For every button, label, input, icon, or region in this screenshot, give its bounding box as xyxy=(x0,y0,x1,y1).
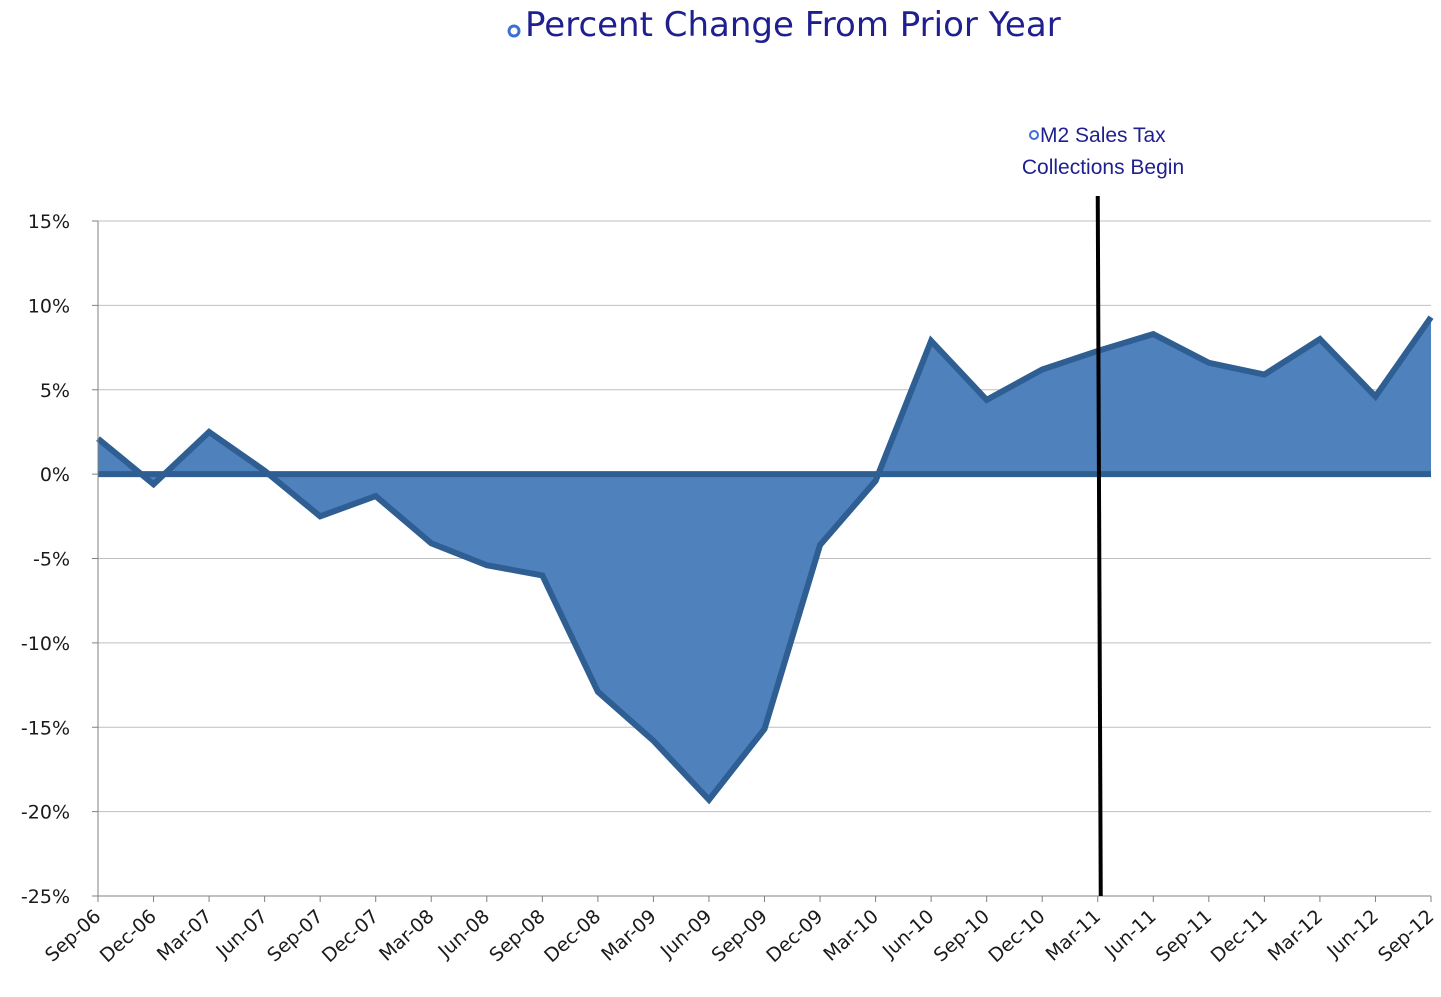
annotation: M2 Sales Tax Collections Begin xyxy=(1022,124,1184,179)
x-tick-label: Sep-07 xyxy=(263,905,327,966)
y-tick-label: -5% xyxy=(33,549,70,571)
x-tick-label: Sep-06 xyxy=(41,905,105,966)
x-tick-label: Mar-08 xyxy=(375,905,439,965)
x-tick-label: Sep-10 xyxy=(930,905,994,966)
x-tick-label: Mar-09 xyxy=(597,905,661,965)
x-tick-label: Mar-07 xyxy=(153,905,217,965)
title-bullet-icon xyxy=(507,24,521,38)
series-line xyxy=(96,315,1434,805)
annotation-marker xyxy=(1095,195,1103,897)
x-tick-label: Jun-08 xyxy=(434,905,495,963)
y-axis-ticks: 15% 10% 5% 0% -5% -10% -15% -20% -25% xyxy=(21,211,98,908)
x-tick-label: Mar-12 xyxy=(1264,905,1328,965)
y-tick-label: 0% xyxy=(40,464,70,486)
x-tick-label: Sep-09 xyxy=(707,905,771,966)
x-tick-label: Jun-09 xyxy=(656,905,717,963)
x-tick-label: Dec-11 xyxy=(1207,905,1272,967)
chart-title: Percent Change From Prior Year xyxy=(507,5,1061,45)
x-tick-label: Sep-11 xyxy=(1152,905,1216,966)
x-tick-label: Jun-11 xyxy=(1100,905,1161,963)
x-tick-label: Dec-07 xyxy=(318,905,383,967)
annotation-line1: M2 Sales Tax xyxy=(1040,124,1166,147)
x-tick-label: Jun-10 xyxy=(878,905,939,963)
annotation-line2: Collections Begin xyxy=(1022,156,1184,179)
chart-title-text: Percent Change From Prior Year xyxy=(525,5,1061,45)
y-tick-label: 15% xyxy=(28,211,70,233)
x-tick-label: Jun-12 xyxy=(1322,905,1383,963)
y-tick-label: -15% xyxy=(21,717,70,739)
x-tick-label: Dec-10 xyxy=(984,905,1049,967)
x-axis-ticks: Sep-06Dec-06Mar-07Jun-07Sep-07Dec-07Mar-… xyxy=(41,896,1438,967)
x-tick-label: Sep-08 xyxy=(485,905,549,966)
x-tick-label: Sep-12 xyxy=(1374,905,1438,966)
x-tick-label: Dec-06 xyxy=(96,905,161,967)
annotation-line xyxy=(1095,195,1103,897)
x-tick-label: Mar-11 xyxy=(1042,905,1106,965)
x-tick-label: Mar-10 xyxy=(819,905,883,965)
x-tick-label: Dec-08 xyxy=(540,905,605,967)
y-tick-label: -25% xyxy=(21,886,70,908)
y-tick-label: 10% xyxy=(28,295,70,317)
annotation-bullet-icon xyxy=(1029,130,1039,140)
x-tick-label: Dec-09 xyxy=(762,905,827,967)
x-tick-label: Jun-07 xyxy=(211,905,272,963)
y-tick-label: 5% xyxy=(40,380,70,402)
y-tick-label: -20% xyxy=(21,802,70,824)
y-tick-label: -10% xyxy=(21,633,70,655)
